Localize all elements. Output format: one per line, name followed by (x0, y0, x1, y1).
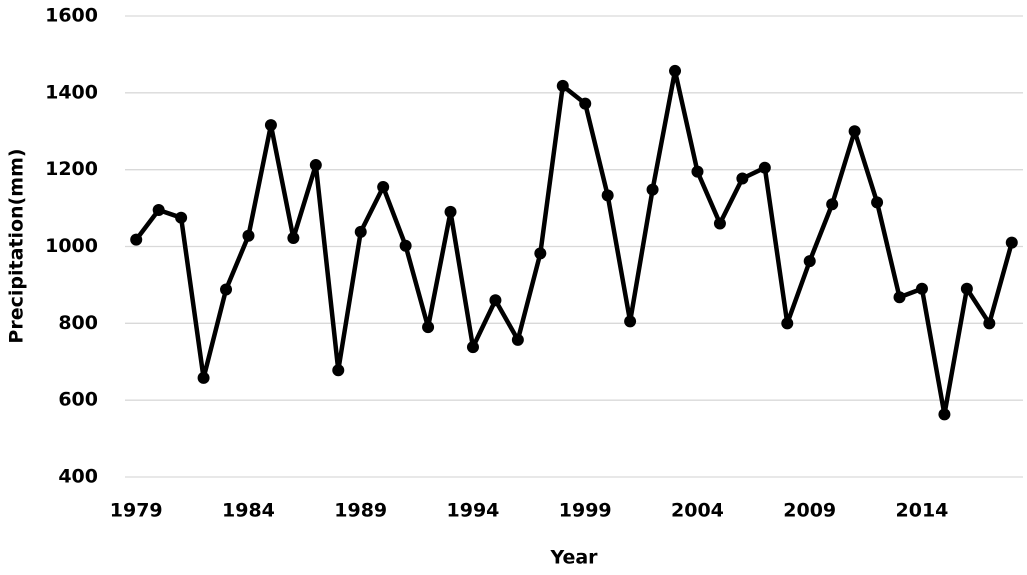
line (134, 68, 1014, 417)
point (264, 119, 277, 132)
point (758, 161, 771, 174)
point (377, 180, 390, 193)
x-tick-label: 1994 (447, 500, 500, 522)
y-tick-label: 400 (58, 466, 98, 488)
point (422, 321, 435, 334)
point (983, 317, 996, 330)
point (534, 247, 547, 260)
point (803, 255, 816, 268)
y-tick-label: 1600 (45, 5, 98, 27)
point (287, 232, 300, 245)
point (130, 233, 143, 246)
point (601, 189, 614, 202)
point (713, 217, 726, 230)
x-axis-label: Year (549, 547, 598, 569)
point (826, 198, 839, 211)
point (332, 364, 345, 377)
point (354, 225, 367, 238)
point (960, 282, 973, 295)
point (556, 79, 569, 92)
point (152, 204, 165, 217)
y-axis-label: Precipitation(mm) (6, 148, 28, 343)
point (1005, 236, 1018, 249)
point (848, 125, 861, 138)
point (489, 294, 502, 307)
point (893, 291, 906, 304)
point (197, 371, 210, 384)
point (669, 64, 682, 77)
point (691, 165, 704, 178)
x-tick-label: 1999 (559, 500, 612, 522)
point (175, 211, 188, 224)
point (624, 315, 637, 328)
point (242, 229, 255, 242)
point (511, 333, 524, 346)
point (736, 172, 749, 185)
point (309, 159, 322, 172)
y-tick-label: 1400 (45, 81, 98, 103)
point (646, 183, 659, 196)
point (579, 97, 592, 110)
x-tick-label: 2004 (671, 500, 724, 522)
x-tick-label: 1984 (222, 500, 275, 522)
point (444, 205, 457, 218)
x-tick-label: 2014 (896, 500, 949, 522)
y-tick-label: 800 (58, 312, 98, 334)
point (220, 283, 233, 296)
point (938, 408, 951, 421)
point (399, 239, 412, 252)
y-tick-label: 1200 (45, 158, 98, 180)
y-tick-label: 1000 (45, 235, 98, 257)
x-tick-label: 1989 (334, 500, 387, 522)
x-tick-label: 2009 (783, 500, 836, 522)
point (466, 341, 479, 354)
x-tick-label: 1979 (110, 500, 163, 522)
y-tick-label: 600 (58, 389, 98, 411)
point (871, 196, 884, 209)
point (781, 317, 794, 330)
point (915, 282, 928, 295)
